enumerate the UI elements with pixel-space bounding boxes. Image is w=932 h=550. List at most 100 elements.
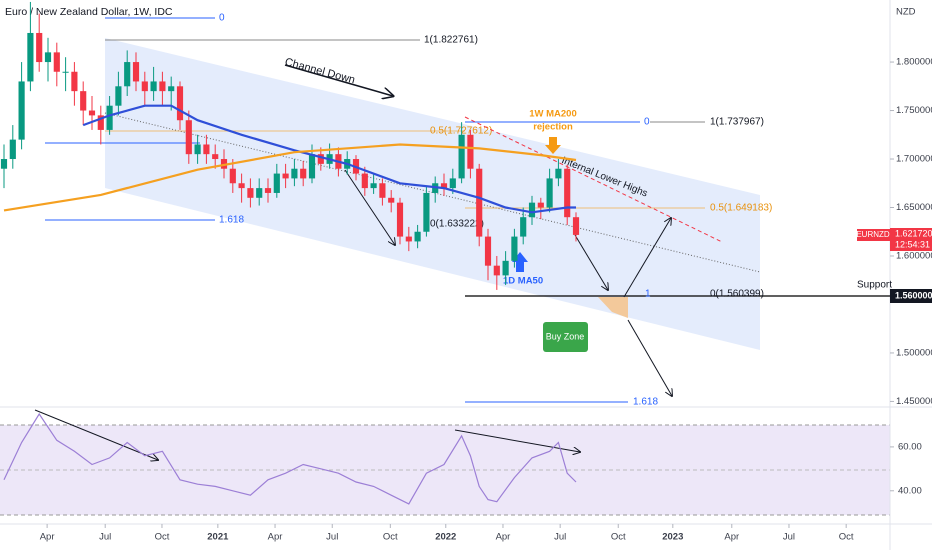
arrow bbox=[574, 234, 608, 290]
candle-body bbox=[528, 202, 536, 218]
moving-average bbox=[82, 104, 576, 214]
fib-label: 0.5(1.649183) bbox=[710, 203, 772, 214]
candle-body bbox=[62, 71, 69, 73]
candle-body bbox=[484, 236, 492, 266]
y-tick-label: 1.700000 bbox=[896, 154, 932, 165]
arrow bbox=[344, 169, 395, 245]
candle-body bbox=[396, 202, 404, 237]
candle-body bbox=[9, 139, 16, 160]
candle-body bbox=[256, 188, 263, 198]
candle-body bbox=[273, 173, 280, 193]
channel-mid bbox=[104, 112, 761, 273]
y-tick-label: 1.450000 bbox=[896, 396, 932, 407]
y-tick-label: 1.800000 bbox=[896, 57, 932, 68]
candle-body bbox=[97, 115, 104, 130]
candle-body bbox=[493, 265, 500, 276]
y-tick-label: 1.650000 bbox=[896, 202, 932, 213]
candle-body bbox=[106, 105, 113, 130]
candle-body bbox=[379, 183, 386, 198]
lower-highs-line bbox=[464, 116, 723, 243]
y-tick-label: 1.750000 bbox=[896, 105, 932, 116]
candle-body bbox=[511, 236, 518, 261]
arrow bbox=[623, 218, 671, 298]
candle-body bbox=[317, 154, 324, 164]
candle-body bbox=[27, 32, 34, 82]
buy-zone bbox=[598, 297, 628, 318]
candle-body bbox=[141, 81, 148, 92]
candle-body bbox=[405, 236, 412, 242]
candle-body bbox=[414, 231, 421, 242]
x-tick-label: 2023 bbox=[662, 532, 683, 543]
ma50-label: 1D MA50 bbox=[503, 276, 543, 287]
candle-body bbox=[440, 183, 448, 189]
x-tick-label: Oct bbox=[383, 532, 398, 543]
candle-body bbox=[564, 168, 571, 218]
candle-body bbox=[458, 134, 465, 179]
fib-label: 0(1.633222) bbox=[430, 219, 484, 230]
candle-body bbox=[300, 168, 307, 179]
candle-body bbox=[476, 168, 483, 237]
candle-body bbox=[44, 52, 52, 63]
currency: NZD bbox=[896, 7, 916, 18]
channel bbox=[105, 38, 760, 350]
x-tick-label: Apr bbox=[268, 532, 283, 543]
x-tick-label: Apr bbox=[496, 532, 511, 543]
candle-body bbox=[572, 217, 580, 235]
candle-body bbox=[423, 192, 430, 232]
candle-body bbox=[212, 154, 219, 160]
candle-body bbox=[555, 168, 562, 179]
candle-body bbox=[185, 120, 192, 155]
candle-body bbox=[18, 81, 25, 140]
rsi-line bbox=[3, 412, 577, 505]
candle-body bbox=[370, 183, 377, 189]
fib-label: 1.618 bbox=[219, 215, 244, 226]
rejection-label: 1W MA200 bbox=[529, 109, 577, 120]
candle-body bbox=[124, 62, 131, 87]
candle-body bbox=[247, 188, 254, 198]
buy-zone-box bbox=[543, 322, 588, 352]
candle-body bbox=[0, 159, 8, 169]
moving-average bbox=[3, 143, 577, 212]
candle-body bbox=[176, 86, 184, 121]
candle-body bbox=[71, 71, 78, 92]
candle-body bbox=[36, 32, 43, 63]
fib-label: 1.618 bbox=[633, 397, 658, 408]
x-tick-label: Oct bbox=[155, 532, 170, 543]
fib-label: 1 bbox=[645, 289, 651, 300]
last-price: 1.621720 bbox=[895, 228, 932, 238]
candle-body bbox=[282, 173, 289, 179]
fib-label: 0 bbox=[644, 117, 650, 128]
candle-body bbox=[115, 86, 122, 106]
candle-body bbox=[159, 81, 166, 92]
support-label: Support bbox=[857, 280, 892, 291]
candle-body bbox=[449, 178, 456, 189]
x-tick-label: Oct bbox=[611, 532, 626, 543]
candle-body bbox=[546, 178, 553, 208]
candle-body bbox=[53, 52, 60, 72]
candle-body bbox=[308, 154, 316, 179]
rsi-arrow bbox=[454, 429, 580, 452]
y-tick-label: 1.500000 bbox=[896, 347, 932, 358]
x-tick-label: Jul bbox=[99, 532, 111, 543]
rsi-tick-label: 40.00 bbox=[898, 485, 922, 496]
x-tick-label: Oct bbox=[839, 532, 854, 543]
fib-label: 1(1.822761) bbox=[424, 35, 478, 46]
fib-label: 0(1.560399) bbox=[710, 289, 764, 300]
rejection-label: rejection bbox=[533, 122, 573, 133]
candle-body bbox=[467, 134, 474, 169]
x-tick-label: Apr bbox=[40, 532, 55, 543]
x-tick-label: Jul bbox=[326, 532, 338, 543]
candle-body bbox=[88, 110, 96, 116]
candle-body bbox=[168, 86, 175, 92]
rsi-tick-label: 60.00 bbox=[898, 441, 922, 452]
candle-body bbox=[80, 91, 87, 111]
candle-body bbox=[520, 217, 527, 237]
candle-body bbox=[502, 260, 509, 276]
x-tick-label: 2021 bbox=[207, 532, 229, 543]
support-tag bbox=[890, 289, 932, 303]
down-arrow bbox=[545, 137, 561, 154]
candle-body bbox=[194, 144, 201, 155]
buy-zone-label: Buy Zone bbox=[546, 331, 585, 341]
